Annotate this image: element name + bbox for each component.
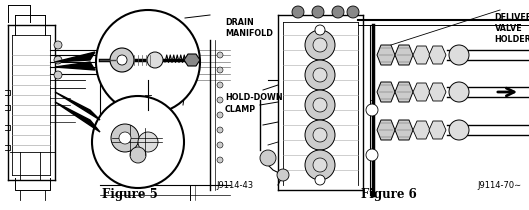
Circle shape [217,112,223,118]
Polygon shape [184,54,200,66]
Circle shape [277,169,289,181]
Circle shape [110,48,134,72]
Circle shape [54,56,62,64]
Text: Figure 6: Figure 6 [361,188,417,201]
Circle shape [260,150,276,166]
Text: DRAIN
MANIFOLD: DRAIN MANIFOLD [225,18,273,38]
Circle shape [366,149,378,161]
Circle shape [313,68,327,82]
Text: HOLD-DOWN
CLAMP: HOLD-DOWN CLAMP [225,93,282,114]
Polygon shape [395,82,413,102]
Polygon shape [413,46,430,64]
Circle shape [305,120,335,150]
Circle shape [305,60,335,90]
Circle shape [292,6,304,18]
Text: J9114-70∼: J9114-70∼ [477,181,521,190]
Circle shape [305,150,335,180]
Circle shape [138,132,158,152]
Circle shape [217,97,223,103]
Polygon shape [55,92,100,120]
Polygon shape [377,120,395,140]
Circle shape [313,128,327,142]
Polygon shape [377,45,395,65]
Circle shape [347,6,359,18]
Polygon shape [429,46,446,64]
Circle shape [332,6,344,18]
Circle shape [315,175,325,185]
Polygon shape [377,82,395,102]
Circle shape [313,98,327,112]
Circle shape [217,142,223,148]
Text: DELIVERY
VALVE
HOLDER: DELIVERY VALVE HOLDER [495,13,529,44]
Circle shape [96,10,200,114]
Circle shape [305,90,335,120]
Polygon shape [429,83,446,101]
Circle shape [217,157,223,163]
Polygon shape [413,121,430,139]
Circle shape [313,158,327,172]
Polygon shape [413,83,430,101]
Circle shape [117,55,127,65]
Polygon shape [55,52,95,62]
Circle shape [130,147,146,163]
Circle shape [217,82,223,88]
Circle shape [449,120,469,140]
Circle shape [315,25,325,35]
Polygon shape [429,121,446,139]
Circle shape [111,124,139,152]
Circle shape [54,71,62,79]
Text: Figure 5: Figure 5 [102,188,158,201]
Circle shape [305,30,335,60]
Circle shape [54,41,62,49]
Circle shape [119,132,131,144]
Polygon shape [395,120,413,140]
Circle shape [366,104,378,116]
Circle shape [217,67,223,73]
Circle shape [92,96,184,188]
Polygon shape [55,62,95,70]
Text: J9114-43: J9114-43 [217,181,254,190]
Polygon shape [395,45,413,65]
Circle shape [449,82,469,102]
Polygon shape [55,102,100,132]
Circle shape [147,52,163,68]
Circle shape [313,38,327,52]
Circle shape [217,127,223,133]
Circle shape [449,45,469,65]
Circle shape [312,6,324,18]
Circle shape [217,52,223,58]
